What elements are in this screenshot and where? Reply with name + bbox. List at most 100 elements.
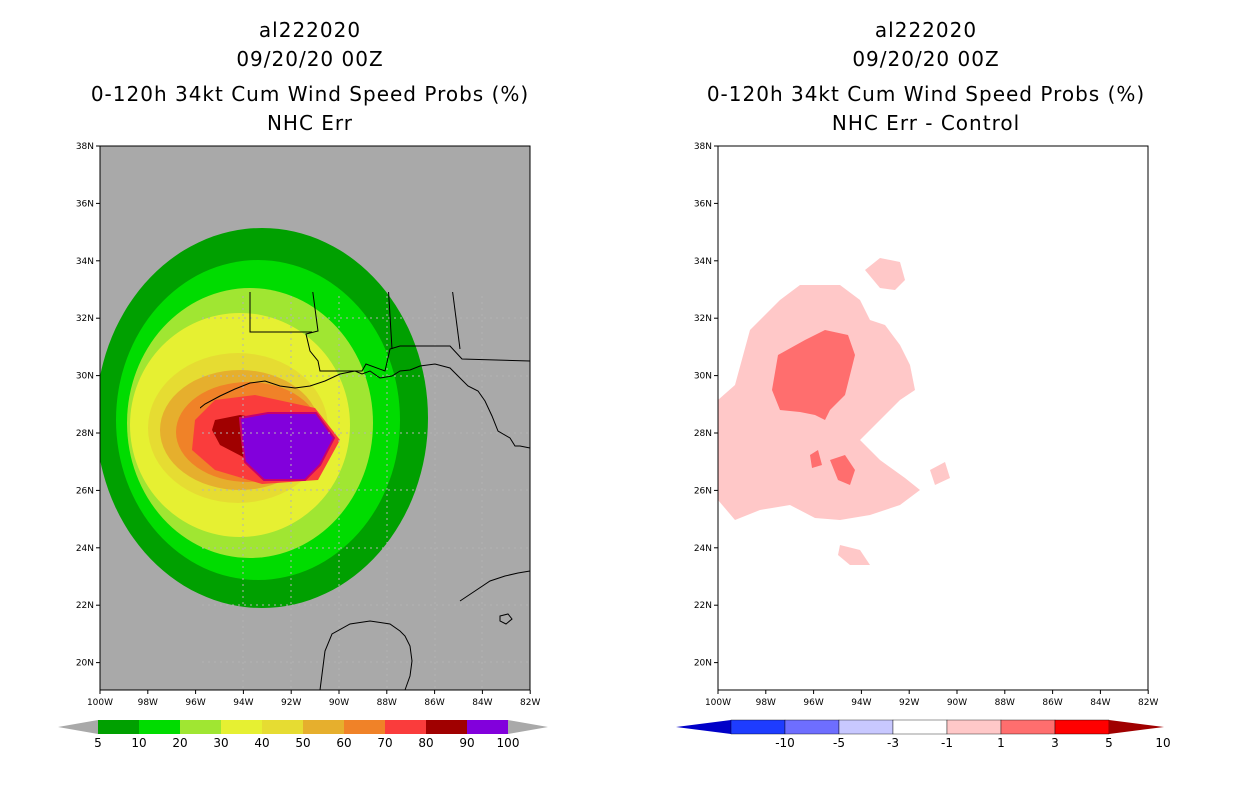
lon-tick-label: 90W [947,698,967,708]
left-title: al222020 09/20/20 00Z 0-120h 34kt Cum Wi… [60,16,560,138]
left-map [99,145,531,691]
colorbar-swatch [838,719,894,735]
lat-tick-label: 32N [694,314,712,324]
right-diff-shading [718,258,950,565]
lat-tick-label: 34N [76,257,94,267]
lat-tick-label: 38N [76,142,94,152]
lon-tick-label: 86W [1042,698,1062,708]
left-probability-shading [100,228,428,608]
diff-1-3-south [838,545,870,565]
lat-tick-label: 30N [694,372,712,382]
lon-tick-label: 84W [1090,698,1110,708]
colorbar-high-arrow [508,720,548,734]
colorbar-label: 10 [1155,736,1170,750]
lon-tick-label: 98W [756,698,776,708]
left-lon-labels: 100W 98W 96W 94W 92W 90W 88W 86W 84W 82W [87,690,540,708]
colorbar-swatch [303,720,344,734]
lon-tick-label: 94W [233,698,253,708]
lat-tick-label: 34N [694,257,712,267]
lat-tick-label: 32N [76,314,94,324]
diff-3-5-region [772,330,855,420]
right-title-storm: al222020 [874,18,978,42]
lon-tick-label: 94W [851,698,871,708]
colorbar-label: 80 [418,736,433,750]
lat-tick-label: 22N [694,601,712,611]
colorbar-swatch [180,720,221,734]
lat-tick-label: 26N [76,486,94,496]
colorbar-swatch [344,720,385,734]
prob-100 [238,412,336,481]
lon-tick-label: 88W [377,698,397,708]
lat-tick-label: 30N [76,372,94,382]
colorbar-label: 5 [94,736,102,750]
left-lat-labels: 38N 36N 34N 32N 30N 28N 26N 24N 22N 20N [76,142,100,669]
colorbar-label: 40 [254,736,269,750]
colorbar-swatch [892,719,948,735]
left-title-sub: NHC Err [266,111,354,135]
lat-tick-label: 28N [76,429,94,439]
lat-tick-label: 26N [694,486,712,496]
colorbar-label: -10 [775,736,795,750]
right-lat-labels: 38N 36N 34N 32N 30N 28N 26N 24N 22N 20N [694,142,718,669]
colorbar-swatch [1054,719,1110,735]
colorbar-swatch [467,720,508,734]
right-title-date: 09/20/20 00Z [852,47,1000,71]
lat-tick-label: 20N [694,659,712,669]
colorbar-low-arrow [676,720,731,734]
colorbar-swatch [262,720,303,734]
left-title-storm: al222020 [258,18,362,42]
lat-tick-label: 36N [694,199,712,209]
lon-tick-label: 84W [472,698,492,708]
lon-tick-label: 92W [899,698,919,708]
colorbar-swatch [426,720,467,734]
right-title-sub: NHC Err - Control [831,111,1021,135]
colorbar-swatch [139,720,180,734]
colorbar-label: 60 [336,736,351,750]
colorbar-label: -1 [941,736,953,750]
colorbar-swatch [730,719,786,735]
lon-tick-label: 98W [138,698,158,708]
lat-tick-label: 22N [76,601,94,611]
diff-1-3-north [865,258,905,290]
diff-3-5-small [830,455,855,485]
colorbar-swatch [946,719,1002,735]
lat-tick-label: 36N [76,199,94,209]
diff-3-5-tiny [810,450,822,468]
lon-tick-label: 86W [424,698,444,708]
lat-tick-label: 38N [694,142,712,152]
left-title-product: 0-120h 34kt Cum Wind Speed Probs (%) [90,82,530,106]
colorbar-swatch [1000,719,1056,735]
colorbar-label: 50 [295,736,310,750]
colorbar-label: -5 [833,736,845,750]
lat-tick-label: 24N [76,544,94,554]
colorbar-label: 1 [997,736,1005,750]
lat-tick-label: 20N [76,659,94,669]
right-map [717,145,1149,691]
right-map-frame [717,145,1149,691]
colorbar-high-arrow [1109,720,1164,734]
lon-tick-label: 92W [281,698,301,708]
lon-tick-label: 100W [705,698,731,708]
colorbar-label: 30 [213,736,228,750]
right-title: al222020 09/20/20 00Z 0-120h 34kt Cum Wi… [676,16,1176,138]
lon-tick-label: 100W [87,698,113,708]
left-colorbar: 5 10 20 30 40 50 60 70 80 90 100 [58,720,548,750]
lon-tick-label: 82W [520,698,540,708]
colorbar-swatch [784,719,840,735]
colorbar-low-arrow [58,720,98,734]
lon-tick-label: 96W [803,698,823,708]
left-title-date: 09/20/20 00Z [236,47,384,71]
colorbar-label: 20 [172,736,187,750]
right-lon-labels: 100W 98W 96W 94W 92W 90W 88W 86W 84W 82W [705,690,1158,708]
colorbar-swatch [98,720,139,734]
colorbar-label: 70 [377,736,392,750]
colorbar-label: 3 [1051,736,1059,750]
lat-tick-label: 28N [694,429,712,439]
colorbar-label: 90 [459,736,474,750]
lon-tick-label: 88W [995,698,1015,708]
colorbar-label: -3 [887,736,899,750]
right-title-product: 0-120h 34kt Cum Wind Speed Probs (%) [706,82,1146,106]
right-colorbar: -10 -5 -3 -1 1 3 5 10 [676,719,1171,750]
lat-tick-label: 24N [694,544,712,554]
